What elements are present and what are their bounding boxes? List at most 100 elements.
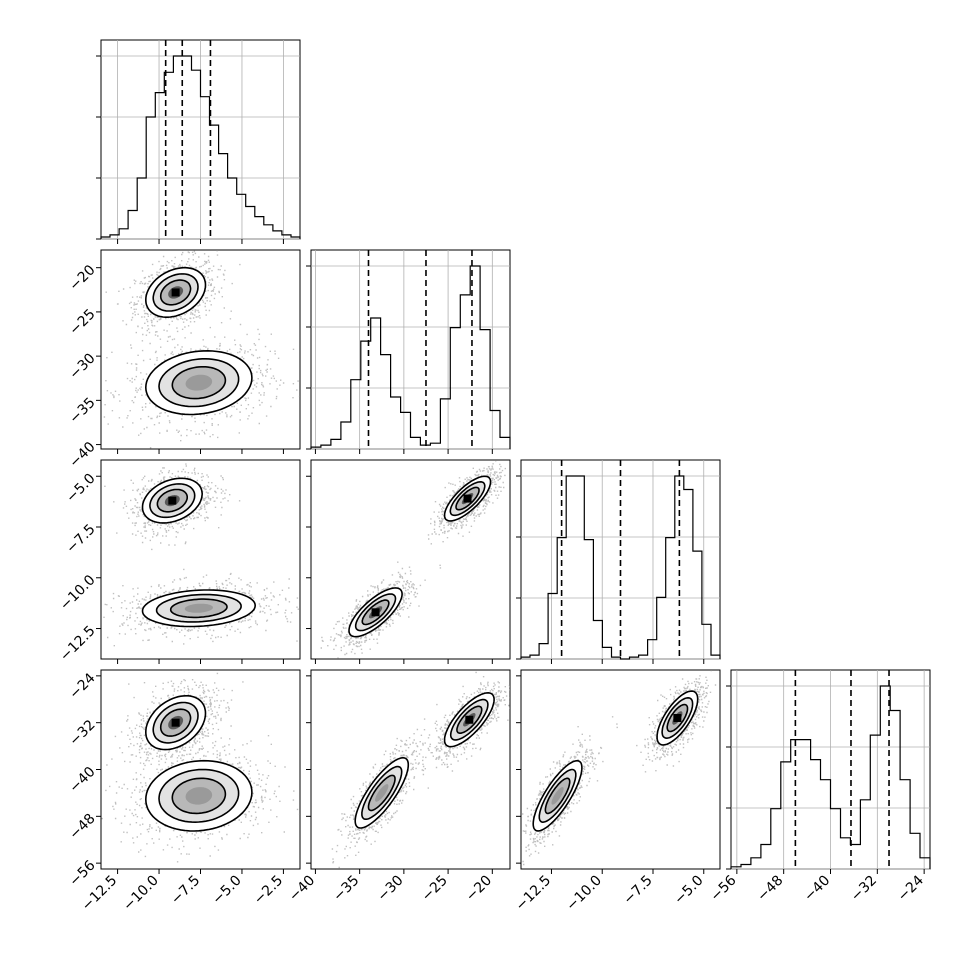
contour-line (149, 483, 196, 519)
contour-line (661, 696, 694, 740)
contour-line (354, 757, 410, 829)
x-tick-label: −24 (895, 872, 927, 904)
contour-line (159, 279, 192, 306)
x-tick-label: −7.5 (168, 873, 203, 908)
histogram-panel (96, 39, 301, 244)
density-peak (673, 713, 682, 722)
x-tick-label: −20 (463, 873, 495, 905)
contour-line (666, 703, 689, 733)
contour-line (171, 777, 227, 815)
density-layer (101, 672, 300, 863)
histogram-panel (516, 459, 721, 664)
contour-line (144, 759, 253, 832)
density-peak (465, 715, 474, 724)
density-panel: −40 −35 −30 −25 −20 (286, 669, 511, 905)
histogram-line (520, 475, 721, 660)
contour-line (144, 349, 253, 416)
contour-line (443, 691, 495, 748)
contour-line (656, 690, 699, 746)
contour-line (449, 480, 486, 517)
y-tick-label: −10.0 (57, 572, 99, 614)
histogram-line (100, 55, 301, 239)
contour-line (144, 266, 207, 318)
contour-line (156, 488, 188, 513)
contour-line (144, 695, 207, 751)
contour-line (169, 598, 228, 619)
y-tick-label: −32 (66, 717, 98, 749)
y-tick-label: −20 (66, 262, 98, 294)
y-tick-label: −25 (66, 306, 98, 338)
x-tick-label: −5.0 (209, 873, 244, 908)
y-tick-label: −7.5 (63, 521, 98, 556)
contour-line (367, 774, 396, 812)
density-layer (331, 671, 510, 869)
x-tick-label: −40 (801, 873, 833, 905)
y-tick-label: −40 (66, 764, 98, 796)
contour-line (141, 477, 204, 524)
contour-line (171, 366, 227, 400)
density-panel: −40 −35 −30 −25 −20 (66, 249, 301, 471)
y-tick-label: −30 (66, 350, 98, 382)
density-peak (168, 496, 177, 505)
density-layer (320, 460, 506, 659)
y-tick-label: −24 (66, 670, 98, 702)
density-layer (521, 670, 717, 866)
histogram-panel: −56 −48 −40 −32 −24 (707, 669, 931, 905)
density-fill (551, 787, 564, 805)
x-tick-label: −25 (419, 873, 451, 905)
density-fill (185, 374, 213, 391)
contour-line (155, 593, 242, 623)
x-tick-label: −56 (707, 872, 739, 904)
histogram-line (310, 265, 511, 449)
contour-line (538, 768, 577, 824)
x-tick-label: −35 (330, 873, 362, 905)
density-peak (171, 288, 180, 297)
density-fill (185, 787, 213, 805)
x-tick-label: −10.0 (120, 873, 162, 915)
contour-line (449, 698, 489, 741)
contour-line (361, 599, 390, 626)
contour-line (158, 358, 240, 408)
contour-line (141, 589, 257, 628)
x-tick-label: −10.0 (563, 873, 605, 915)
density-panel (306, 459, 511, 664)
density-panel: −12.5 −10.0 −7.5 −5.0 −2.5−56−48−40−32−24 (66, 669, 301, 915)
y-tick-label: −12.5 (57, 623, 99, 665)
density-peak (463, 494, 472, 503)
density-layer (103, 463, 299, 647)
contour-line (152, 273, 199, 312)
contour-line (544, 777, 571, 815)
contour-line (354, 593, 397, 632)
y-tick-label: −56 (66, 857, 98, 889)
contour-line (158, 768, 240, 824)
x-tick-label: −12.5 (513, 873, 555, 915)
x-tick-label: −32 (848, 873, 880, 905)
density-panel: −12.5−10.0 −7.5 −5.0 (513, 669, 721, 915)
y-tick-label: −35 (66, 395, 98, 427)
contour-line (532, 759, 583, 832)
x-tick-label: −5.0 (671, 873, 706, 908)
x-tick-label: −48 (754, 873, 786, 905)
y-tick-label: −48 (66, 811, 98, 843)
density-peak (171, 718, 180, 727)
histogram-line (730, 685, 931, 869)
density-fill (184, 603, 213, 613)
contour-line (455, 486, 480, 511)
contour-line (348, 587, 403, 638)
x-tick-label: −2.5 (251, 873, 286, 908)
y-tick-label: −5.0 (63, 471, 98, 506)
histogram-panel (306, 249, 511, 454)
x-tick-label: −30 (374, 873, 406, 905)
x-tick-label: −40 (286, 873, 318, 905)
grid (311, 250, 510, 450)
density-fill (375, 784, 389, 802)
contour-line (361, 765, 403, 820)
contour-line (456, 705, 483, 734)
contour-line (159, 708, 192, 737)
y-tick-label: −40 (66, 439, 98, 471)
density-peak (371, 608, 380, 617)
contour-line (152, 701, 199, 744)
contour-line (443, 475, 492, 522)
x-tick-label: −7.5 (620, 873, 655, 908)
